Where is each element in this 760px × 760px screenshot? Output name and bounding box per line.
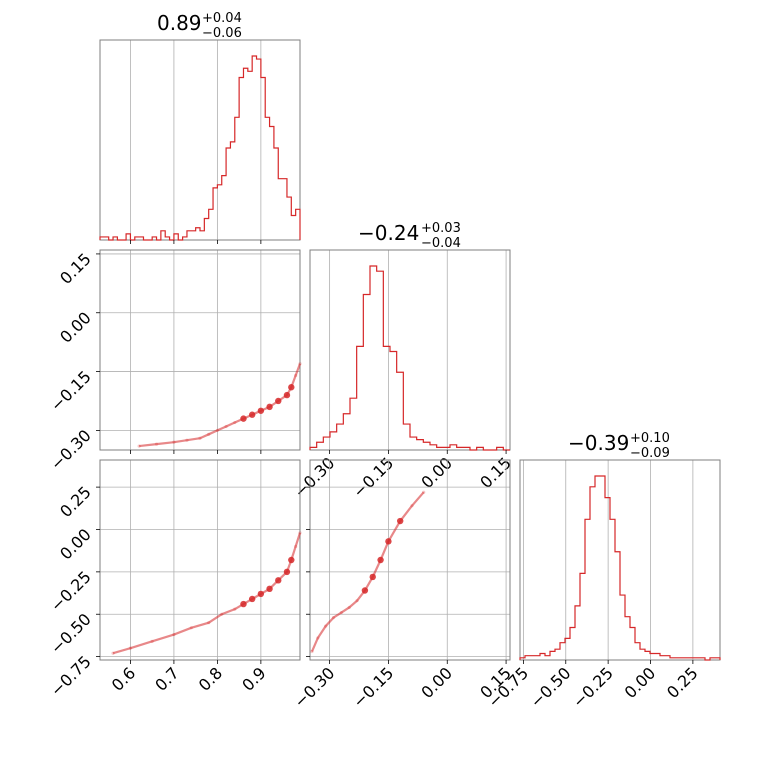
scatter-panel-1-2: 0.150.00−0.15−0.30 — [290, 459, 515, 711]
title-param-1: −0.24 — [358, 221, 419, 245]
title-param-2-plus: +0.10 — [630, 431, 670, 446]
title-param-1-plus: +0.03 — [421, 221, 461, 236]
histogram-panel-0 — [99, 39, 301, 244]
x-tick-label: 0.25 — [663, 663, 702, 702]
histogram-step-line — [99, 55, 301, 241]
x-tick-label: 0.6 — [108, 663, 139, 694]
x-tick-label: 0.9 — [238, 663, 269, 694]
title-param-0-plus: +0.04 — [202, 11, 242, 26]
panel-frame — [309, 459, 511, 661]
x-tick-label: −0.30 — [290, 453, 338, 501]
panel-frame — [309, 249, 511, 451]
density-contour — [112, 532, 302, 655]
scatter-panel-0-1: 0.15 0.00 −0.15 −0.30 — [47, 249, 302, 474]
x-tick-label: 0.7 — [151, 663, 182, 694]
y-tick-label: −0.50 — [47, 610, 95, 658]
x-tick-label: 0.00 — [621, 663, 660, 702]
y-tick-label: 0.15 — [56, 249, 95, 288]
x-tick-label: 0.15 — [476, 453, 515, 492]
y-tick-label: 0.25 — [56, 483, 95, 522]
title-param-0-minus: −0.06 — [202, 26, 242, 41]
x-tick-label: −0.15 — [349, 663, 397, 711]
panel-frame — [99, 249, 301, 451]
density-contour — [310, 491, 425, 652]
title-param-0: 0.89 — [157, 11, 202, 35]
panel-frame — [99, 459, 301, 661]
x-tick-label: 0.00 — [417, 663, 456, 702]
y-tick-label: 0.00 — [56, 308, 95, 347]
panel-frame — [99, 39, 301, 241]
y-tick-label: −0.15 — [47, 367, 95, 415]
x-tick-label: −0.50 — [526, 663, 574, 711]
scatter-panel-0-2: 0.6 0.7 0.8 0.9 0.250.00−0.25−0.50−0.75 — [47, 459, 302, 700]
y-tick-label: −0.30 — [47, 426, 95, 474]
histogram-step-line — [519, 475, 721, 661]
title-param-1-minus: −0.04 — [421, 236, 461, 251]
y-tick-label: −0.25 — [47, 567, 95, 615]
histogram-panel-2: 0.250.00−0.25−0.50−0.75 — [484, 459, 721, 711]
x-tick-label: 0.8 — [195, 663, 226, 694]
x-tick-label: 0.00 — [417, 453, 456, 492]
density-contour — [139, 363, 302, 448]
x-tick-label: −0.30 — [290, 663, 338, 711]
histogram-step-line — [309, 265, 510, 451]
panel-frame — [519, 459, 721, 661]
y-tick-label: −0.75 — [47, 652, 95, 700]
histogram-panel-1: 0.15 0.00 −0.15−0.30 — [290, 249, 515, 501]
y-tick-label: 0.00 — [56, 525, 95, 564]
x-tick-label: −0.15 — [349, 453, 397, 501]
title-param-2: −0.39 — [568, 431, 629, 455]
x-tick-label: −0.25 — [569, 663, 617, 711]
title-param-2-minus: −0.09 — [630, 446, 670, 461]
